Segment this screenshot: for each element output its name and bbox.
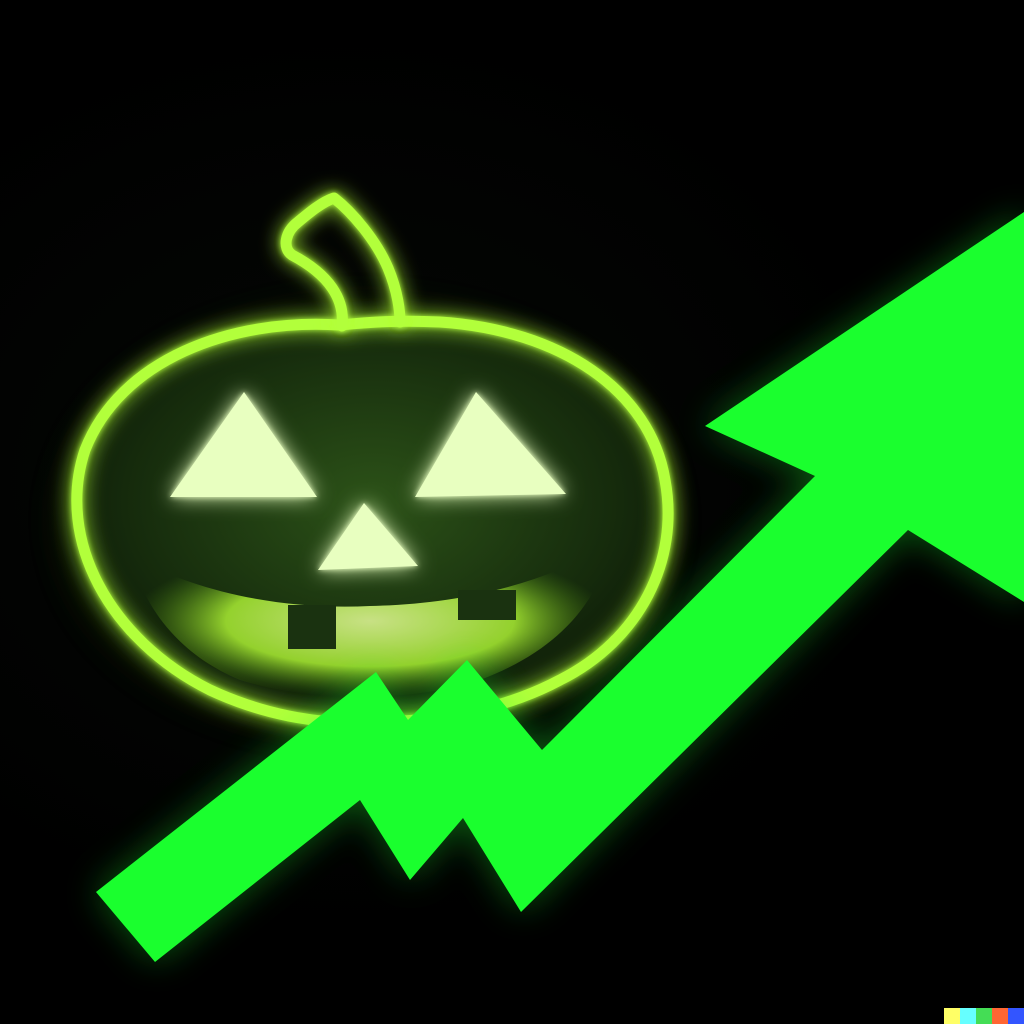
pumpkin-eye-left (170, 392, 317, 497)
watermark-swatch (1008, 1008, 1024, 1024)
watermark-swatch (976, 1008, 992, 1024)
watermark-swatch (944, 1008, 960, 1024)
watermark-swatch (960, 1008, 976, 1024)
jack-o-lantern-icon (65, 192, 674, 730)
watermark-swatch (992, 1008, 1008, 1024)
arrow-shape (96, 212, 1024, 962)
watermark-color-strip (944, 1008, 1024, 1024)
pumpkin-mouth-glow (130, 545, 610, 697)
pumpkin-tooth-right (458, 590, 516, 620)
pumpkin-nose (318, 503, 418, 570)
pumpkin-stem (280, 192, 406, 332)
pumpkin-eye-right (415, 392, 566, 497)
trend-up-arrow-icon (96, 212, 1024, 962)
pumpkin-tooth-left (288, 605, 336, 649)
